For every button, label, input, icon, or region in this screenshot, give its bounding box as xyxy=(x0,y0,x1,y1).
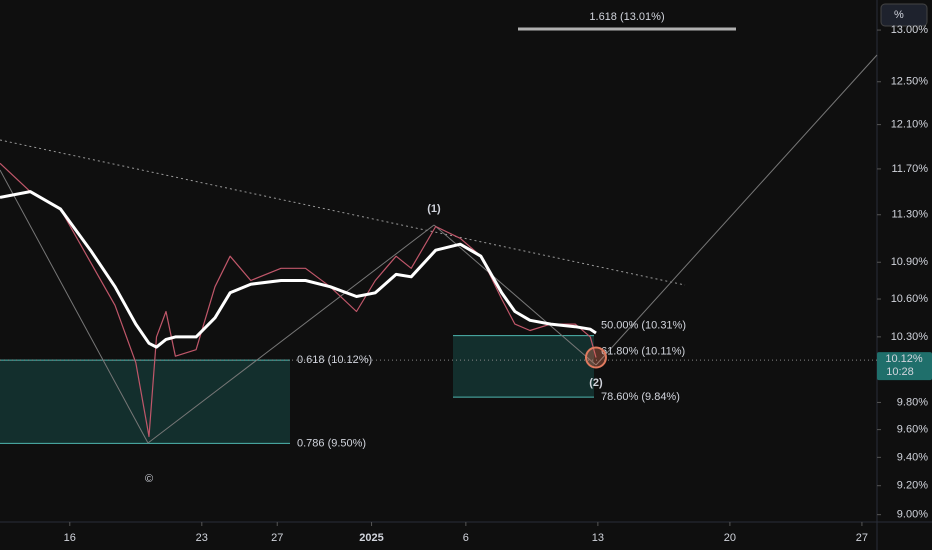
trend-line xyxy=(0,139,686,286)
y-tick-label: 9.60% xyxy=(897,424,928,436)
pivot-highlight xyxy=(584,346,607,369)
y-tick-label: 10.30% xyxy=(891,331,929,343)
x-tick-label: 2025 xyxy=(359,532,383,544)
countdown-label: 10:28 xyxy=(886,366,914,378)
fib-label: 78.60% (9.84%) xyxy=(601,391,680,403)
y-tick-label: 12.50% xyxy=(891,76,929,88)
y-tick-label: 10.60% xyxy=(891,293,929,305)
wave-line xyxy=(433,224,597,366)
x-tick-label: 23 xyxy=(196,532,208,544)
projection-line xyxy=(595,54,878,366)
wave-line xyxy=(0,169,149,444)
price-line-series xyxy=(0,162,597,438)
y-tick-label: 11.30% xyxy=(892,209,929,221)
x-tick-label: 27 xyxy=(271,532,283,544)
fib-label: 1.618 (13.01%) xyxy=(589,11,664,23)
fib-label: 50.00% (10.31%) xyxy=(601,319,686,331)
x-tick-label: 6 xyxy=(463,532,469,544)
price-tag-label: 10.12% xyxy=(885,353,923,365)
x-tick-label: 20 xyxy=(724,532,736,544)
wave-label: © xyxy=(145,473,153,485)
fib-label: 0.786 (9.50%) xyxy=(297,437,366,449)
fib-label: 61.80% (10.11%) xyxy=(601,345,685,357)
scale-button-label[interactable]: % xyxy=(894,9,904,21)
wave-label: (2) xyxy=(589,377,603,389)
moving-average xyxy=(0,190,597,349)
fib-zone xyxy=(0,360,290,444)
y-tick-label: 10.90% xyxy=(891,256,929,268)
y-tick-label: 9.40% xyxy=(897,451,928,463)
y-tick-label: 12.10% xyxy=(891,119,929,131)
y-tick-label: 11.70% xyxy=(892,163,929,175)
wave-label: (1) xyxy=(427,203,441,215)
fib-zone xyxy=(453,335,594,398)
price-tag xyxy=(877,352,932,381)
y-tick-label: 9.00% xyxy=(897,509,928,521)
x-tick-label: 16 xyxy=(64,532,76,544)
y-tick-label: 9.20% xyxy=(897,480,928,492)
x-tick-label: 13 xyxy=(592,532,604,544)
fib-label: 0.618 (10.12%) xyxy=(297,354,372,366)
y-tick-label: 9.80% xyxy=(897,396,928,408)
wave-line xyxy=(147,224,435,444)
scale-button[interactable] xyxy=(880,3,928,27)
y-tick-label: 13.00% xyxy=(891,24,929,36)
x-tick-label: 27 xyxy=(856,532,868,544)
